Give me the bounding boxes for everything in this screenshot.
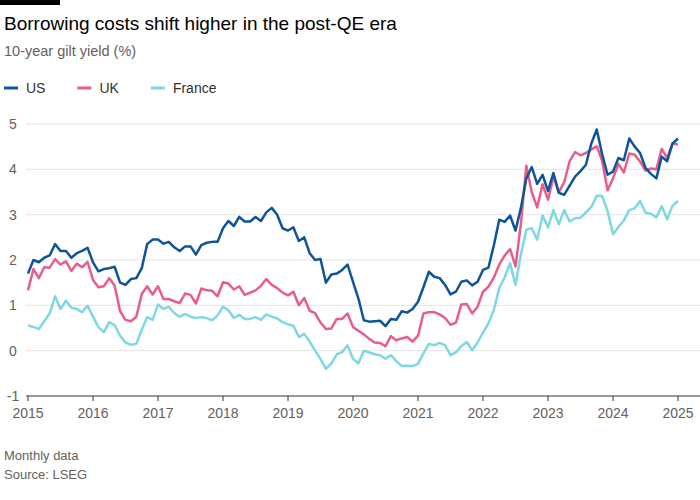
- x-tick: [353, 396, 354, 401]
- grid-line: [26, 124, 700, 125]
- x-tick: [548, 396, 549, 401]
- grid-line: [26, 305, 700, 306]
- grid-line: [26, 214, 700, 215]
- x-tick: [418, 396, 419, 401]
- x-tick: [678, 396, 679, 401]
- x-tick-label: 2024: [597, 405, 628, 421]
- x-tick: [483, 396, 484, 401]
- x-tick-label: 2020: [337, 405, 368, 421]
- lines: [28, 129, 678, 368]
- axis-line: [26, 396, 700, 397]
- y-tick-label: 3: [9, 207, 17, 223]
- x-tick: [613, 396, 614, 401]
- x-tick-label: 2023: [532, 405, 563, 421]
- legend-swatch: [4, 87, 18, 90]
- x-tick-label: 2018: [207, 405, 238, 421]
- page: {"chart_data": { "type": "line", "title"…: [0, 0, 700, 500]
- x-tick-label: 2017: [142, 405, 173, 421]
- y-tick-label: 1: [9, 297, 17, 313]
- y-tick-label: 4: [9, 161, 17, 177]
- legend: US UK France: [4, 80, 217, 96]
- y-tick-label: 2: [9, 252, 17, 268]
- subtitle: 10-year gilt yield (%): [4, 43, 136, 59]
- x-tick-label: 2021: [402, 405, 433, 421]
- x-tick: [223, 396, 224, 401]
- chart: Borrowing costs shift higher in the post…: [0, 0, 700, 500]
- x-tick: [288, 396, 289, 401]
- legend-label: UK: [99, 80, 119, 96]
- note: Source: LSEG: [4, 467, 87, 482]
- x-tick-label: 2019: [272, 405, 303, 421]
- legend-swatch: [151, 87, 165, 90]
- grid: [26, 124, 700, 396]
- grid-line: [26, 169, 700, 170]
- y-tick-label: 0: [9, 343, 17, 359]
- x-tick: [28, 396, 29, 401]
- legend-label: France: [173, 80, 217, 96]
- grid-line: [26, 260, 700, 261]
- legend-label: US: [26, 80, 45, 96]
- series-line: [28, 143, 678, 346]
- legend-swatch: [77, 87, 91, 90]
- series-line: [28, 129, 678, 326]
- top-bar: [0, 0, 60, 5]
- x-tick: [158, 396, 159, 401]
- y-tick-label: -1: [7, 388, 20, 404]
- x-tick-label: 2022: [467, 405, 498, 421]
- y-tick-label: 5: [9, 116, 17, 132]
- x-tick-label: 2015: [12, 405, 43, 421]
- x-tick-label: 2025: [662, 405, 693, 421]
- x-tick-label: 2016: [77, 405, 108, 421]
- x-tick: [93, 396, 94, 401]
- title: Borrowing costs shift higher in the post…: [4, 13, 397, 34]
- note: Monthly data: [4, 448, 79, 463]
